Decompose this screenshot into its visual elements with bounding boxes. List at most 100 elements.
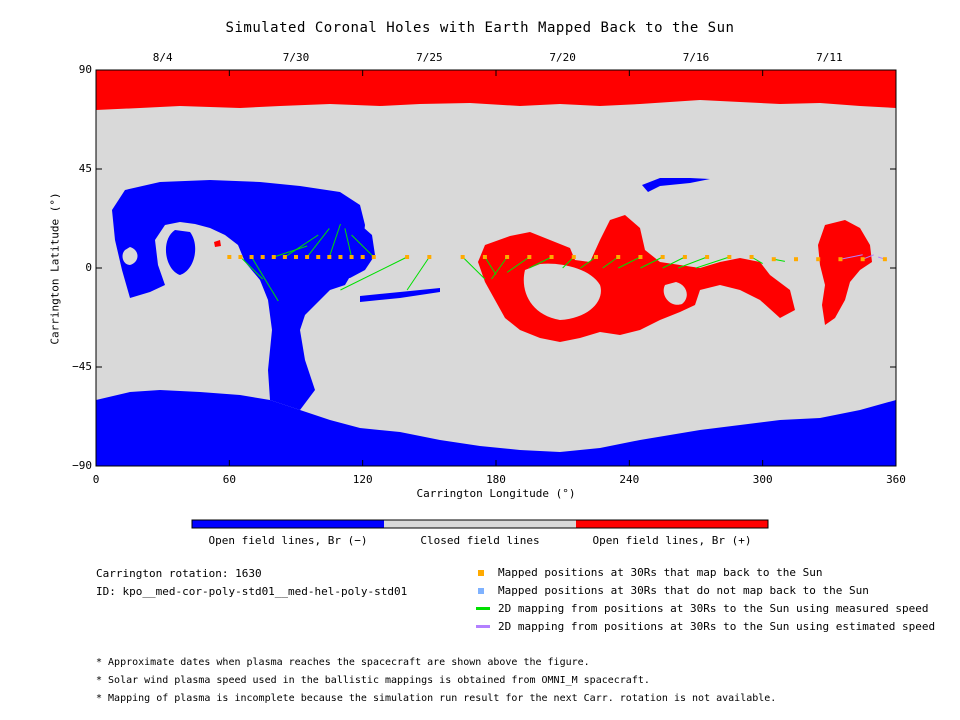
- axis-ticks: [95, 69, 897, 467]
- colorbar-frame: [191, 519, 769, 529]
- x-tick-label: 360: [886, 473, 906, 486]
- y-tick-label: 0: [85, 261, 92, 274]
- measured-mapping-line: [340, 256, 408, 291]
- colorbar: [191, 519, 769, 529]
- measured-mapping-line: [240, 256, 264, 280]
- mapped-position-point: [838, 257, 843, 262]
- legend-label-estimated: 2D mapping from positions at 30Rs to the…: [498, 620, 936, 633]
- mapped-position-point: [794, 257, 798, 262]
- colorbar-label-positive: Open field lines, Br (+): [592, 534, 752, 547]
- mapped-position-point: [260, 255, 265, 259]
- mapped-position-point: [294, 255, 298, 259]
- mapped-position-point: [549, 255, 554, 259]
- mapped-position-point: [305, 255, 310, 259]
- mapped-position-point: [682, 255, 687, 259]
- footnote-3: * Mapping of plasma is incomplete becaus…: [96, 693, 777, 704]
- y-tick-label: −90: [72, 459, 92, 472]
- measured-mapping-line: [506, 256, 530, 273]
- mapped-position-point: [616, 255, 621, 259]
- y-axis-label: Carrington Latitude (°): [48, 192, 62, 345]
- mapped-position-point: [316, 255, 321, 259]
- measured-mapping-line: [351, 234, 375, 258]
- footnote-1: * Approximate dates when plasma reaches …: [96, 657, 590, 668]
- top-date-label: 7/20: [549, 51, 576, 64]
- mapped-position-point: [271, 255, 276, 259]
- south-negative-polar-hole: [96, 390, 896, 466]
- measured-mapping-line: [284, 234, 319, 258]
- mapped-position-point: [460, 255, 465, 259]
- y-tick-label: 90: [78, 63, 92, 76]
- carrington-rotation: Carrington rotation: 1630: [96, 567, 262, 580]
- chart-title: Simulated Coronal Holes with Earth Mappe…: [225, 20, 735, 36]
- top-date-label: 7/11: [816, 51, 843, 64]
- measured-mapping-line: [580, 256, 597, 269]
- mapped-position-point: [705, 255, 710, 259]
- mapped-position-point: [749, 255, 754, 259]
- positive-coronal-hole-center: [478, 215, 795, 342]
- mapped-position-point: [427, 255, 432, 259]
- measured-mapping-line: [306, 228, 330, 258]
- x-tick-label: 180: [486, 473, 506, 486]
- legend-label-mapped: Mapped positions at 30Rs that map back t…: [498, 566, 823, 579]
- simulation-id: ID: kpo__med-cor-poly-std01__med-hel-pol…: [96, 585, 408, 598]
- legend-label-measured: 2D mapping from positions at 30Rs to the…: [498, 602, 929, 615]
- measured-mapping-line: [484, 256, 497, 275]
- estimated-mapping-line: [840, 254, 863, 260]
- negative-coronal-hole-left: [112, 180, 365, 410]
- mapped-position-point: [816, 257, 821, 262]
- negative-coronal-hole-small: [642, 178, 710, 192]
- mapped-position-point: [860, 257, 865, 262]
- legend-label-unmapped: Mapped positions at 30Rs that do not map…: [498, 584, 869, 597]
- measured-mapping-line: [491, 256, 508, 280]
- north-positive-polar-hole: [96, 70, 896, 110]
- mapped-position-point: [527, 255, 532, 259]
- mapped-position-point: [882, 257, 887, 262]
- map-background: [96, 70, 896, 466]
- mapped-position-point: [327, 255, 332, 259]
- measured-mapping-line: [662, 256, 686, 269]
- mapped-position-point: [338, 255, 343, 259]
- mapped-position-point: [571, 255, 576, 259]
- mapped-position-point: [594, 255, 598, 259]
- negative-coronal-hole-strip: [360, 288, 440, 302]
- measured-mapping-line: [618, 256, 641, 269]
- top-date-label: 7/16: [682, 51, 710, 64]
- mapped-position-point: [638, 255, 643, 259]
- top-date-label: 8/4: [152, 51, 173, 64]
- legend-line-measured: [476, 607, 490, 610]
- measured-mapping-line: [328, 223, 341, 258]
- colorbar-label-closed: Closed field lines: [420, 534, 540, 547]
- measured-mapping-line: [695, 256, 730, 269]
- mapped-position-point: [282, 255, 287, 259]
- legend-marker-mapped: [478, 570, 484, 576]
- x-tick-label: 240: [619, 473, 640, 486]
- measured-mapping-line: [251, 256, 279, 302]
- top-date-label: 7/25: [416, 51, 443, 64]
- mapped-position-point: [360, 255, 365, 259]
- legend-line-estimated: [476, 625, 490, 628]
- measured-mapping-line: [640, 256, 663, 269]
- measured-mapping-line: [406, 256, 430, 291]
- mapped-positions: [227, 255, 887, 262]
- mapped-position-point: [505, 255, 510, 259]
- x-tick-label: 60: [222, 473, 236, 486]
- y-tick-label: 45: [78, 162, 92, 175]
- measured-mapping-line: [678, 256, 708, 269]
- x-tick-label: 120: [352, 473, 373, 486]
- measured-speed-mappings: [240, 223, 785, 302]
- measured-mapping-line: [529, 256, 552, 269]
- mapped-position-point: [405, 255, 410, 259]
- footnote-2: * Solar wind plasma speed used in the ba…: [96, 675, 650, 686]
- top-date-label: 7/30: [282, 51, 310, 64]
- mapped-position-point: [727, 255, 732, 259]
- measured-mapping-line: [602, 256, 619, 269]
- x-tick-label: 0: [92, 473, 100, 486]
- colorbar-label-negative: Open field lines, Br (−): [208, 534, 368, 547]
- positive-coronal-hole-right: [818, 220, 872, 325]
- x-tick-label: 300: [752, 473, 773, 486]
- mapped-position-point: [660, 255, 665, 259]
- colorbar-closed: [384, 520, 576, 528]
- mapped-position-point: [249, 255, 254, 259]
- measured-mapping-line: [273, 245, 308, 258]
